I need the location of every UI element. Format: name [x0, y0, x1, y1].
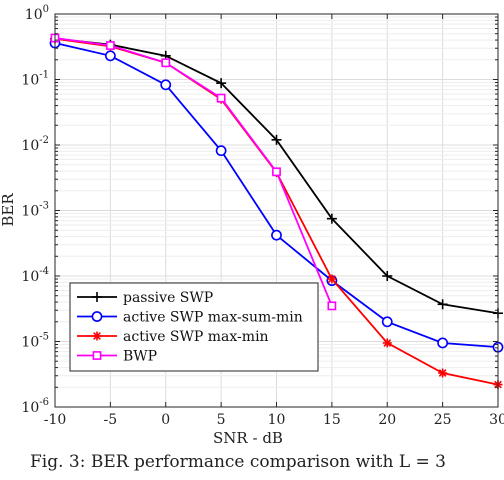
legend-entry: passive SWP	[77, 290, 213, 306]
legend-entry: active SWP max-min	[77, 329, 269, 345]
x-tick-label: 10	[268, 412, 286, 428]
x-tick-label: 5	[217, 412, 226, 428]
data-point	[327, 301, 337, 311]
series-line	[54, 37, 333, 307]
y-tick-label: 10-4	[21, 266, 49, 285]
x-tick-label: 30	[489, 412, 504, 428]
data-point	[438, 368, 448, 378]
legend-entry: BWP	[77, 349, 157, 365]
data-point	[381, 316, 393, 328]
legend: passive SWP active SWP max-sum-min active …	[69, 282, 319, 372]
y-tick-label: 10-2	[21, 135, 49, 154]
data-point	[216, 78, 227, 89]
ber-chart: -10 -5 0 5 10 15 20 25 30 100 10-1 10-2 10-3 10-4 10-…	[0, 4, 504, 447]
legend-label: BWP	[123, 349, 157, 365]
data-point	[271, 134, 282, 145]
data-point	[327, 274, 337, 284]
series-bwp	[50, 33, 337, 311]
x-tick-labels: -10 -5 0 5 10 15 20 25 30	[44, 412, 504, 428]
data-point	[382, 271, 393, 281]
y-tick-label: 10-5	[21, 332, 49, 351]
legend-marker	[91, 311, 103, 322]
legend-entry: active SWP max-sum-min	[77, 310, 303, 326]
legend-marker	[92, 331, 102, 341]
data-point	[271, 229, 282, 241]
data-point	[326, 213, 337, 224]
legend-label: active SWP max-min	[123, 329, 269, 345]
x-tick-label: -5	[104, 412, 118, 428]
y-tick-label: 100	[25, 4, 49, 23]
x-tick-label: 0	[161, 412, 170, 428]
figure-caption: Fig. 3: BER performance comparison with …	[30, 452, 446, 472]
legend-label: active SWP max-sum-min	[123, 310, 303, 326]
x-axis-label: SNR - dB	[213, 429, 283, 447]
data-point	[215, 145, 227, 157]
data-point	[437, 299, 448, 310]
data-point	[160, 79, 172, 91]
y-axis-label: BER	[0, 193, 17, 227]
series-layer	[49, 33, 504, 390]
data-point	[216, 93, 226, 103]
data-point	[161, 58, 171, 68]
data-point	[104, 50, 116, 62]
x-tick-label: 15	[323, 412, 341, 428]
legend-label: passive SWP	[123, 290, 213, 306]
legend-marker	[92, 351, 102, 360]
data-point	[272, 167, 281, 177]
axis-ticks	[54, 13, 499, 408]
x-tick-label: 20	[378, 412, 396, 428]
y-tick-label: 10-3	[21, 201, 49, 220]
data-point	[105, 41, 115, 50]
x-tick-label: -10	[44, 412, 67, 428]
y-tick-label: 10-1	[21, 70, 49, 89]
legend-marker	[92, 292, 102, 302]
x-tick-label: 25	[434, 412, 452, 428]
data-point	[437, 337, 449, 349]
data-point	[382, 338, 392, 348]
